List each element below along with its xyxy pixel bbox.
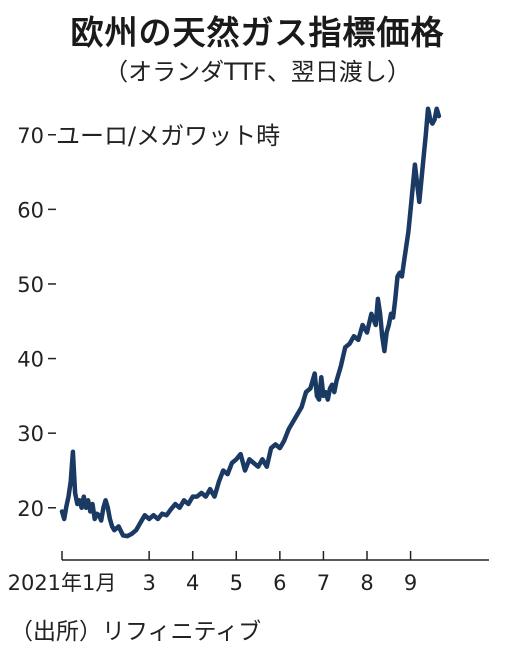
y-tick-label: 40 (17, 348, 44, 372)
x-tick-label: 3 (142, 571, 155, 595)
y-tick-label: 30 (17, 422, 44, 446)
source-note: （出所）リフィニティブ (10, 619, 262, 645)
x-tick-label: 4 (186, 571, 199, 595)
y-axis-unit-label: ユーロ/メガワット時 (56, 122, 281, 150)
x-tick-label: 5 (230, 571, 243, 595)
y-tick-label: 60 (17, 198, 44, 222)
x-tick-label: 2021年1月 (8, 571, 117, 595)
x-tick-label: 8 (360, 571, 373, 595)
chart-subtitle: （オランダTTF、翌日渡し） (104, 58, 411, 86)
y-tick-label: 70 (17, 124, 44, 148)
x-tick-label: 6 (273, 571, 286, 595)
chart-title: 欧州の天然ガス指標価格 (70, 13, 445, 52)
y-tick-label: 20 (17, 497, 44, 521)
x-tick-label: 7 (317, 571, 330, 595)
series-line-1 (59, 106, 442, 539)
x-tick-label: 9 (404, 571, 417, 595)
y-tick-label: 50 (17, 273, 44, 297)
